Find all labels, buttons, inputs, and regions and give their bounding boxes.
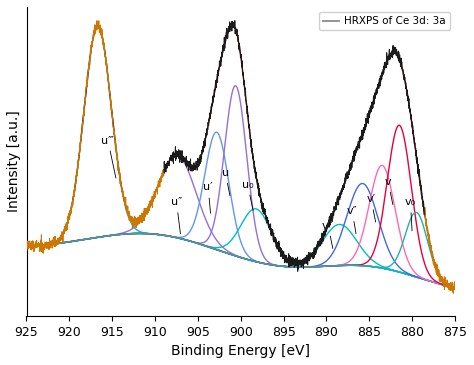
Y-axis label: Intensity [a.u.]: Intensity [a.u.] bbox=[7, 111, 21, 212]
Text: v′: v′ bbox=[366, 194, 376, 222]
Text: v: v bbox=[385, 177, 393, 204]
Text: v‴: v‴ bbox=[322, 221, 334, 249]
Text: u″: u″ bbox=[171, 197, 182, 234]
Text: v₀: v₀ bbox=[405, 197, 416, 231]
Text: u′: u′ bbox=[203, 182, 213, 213]
Text: v″: v″ bbox=[347, 206, 357, 234]
Text: u: u bbox=[222, 168, 230, 196]
Text: u‴: u‴ bbox=[101, 135, 116, 178]
Text: u₀: u₀ bbox=[242, 180, 254, 210]
Legend: HRXPS of Ce 3d: 3a: HRXPS of Ce 3d: 3a bbox=[319, 12, 450, 31]
X-axis label: Binding Energy [eV]: Binding Energy [eV] bbox=[171, 344, 310, 358]
